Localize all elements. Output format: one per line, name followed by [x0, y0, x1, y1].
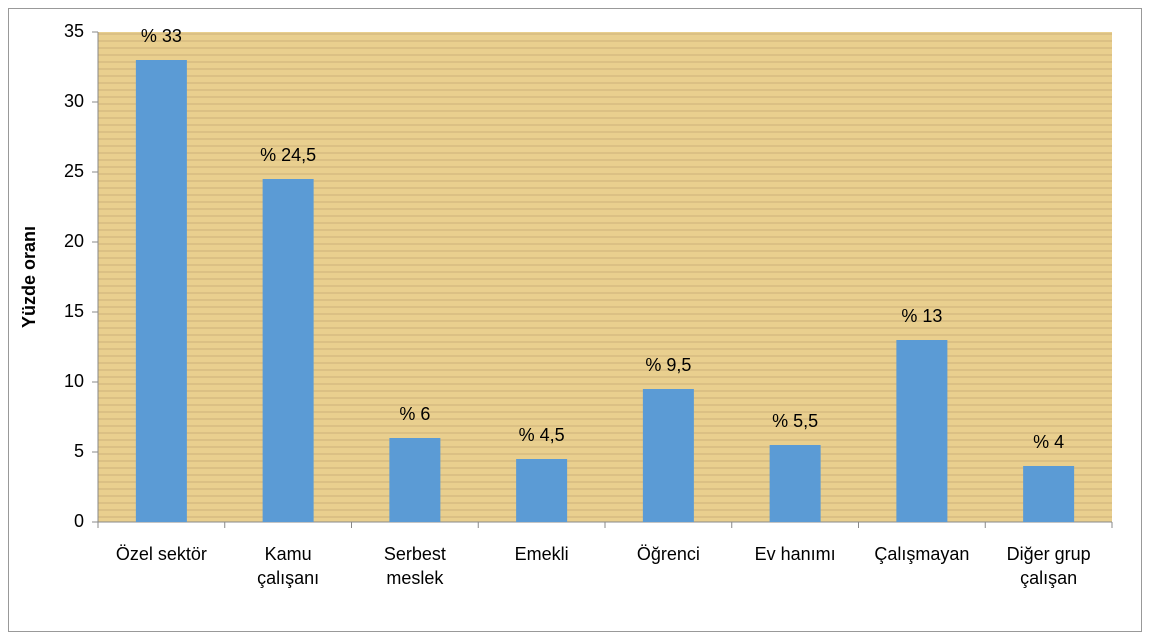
bar	[1023, 466, 1075, 522]
x-tick-label: Ev hanımı	[754, 544, 836, 564]
data-label: % 33	[141, 26, 182, 46]
bar	[389, 438, 441, 522]
x-tick-label: Çalışmayan	[874, 544, 970, 564]
y-tick-label: 25	[64, 161, 84, 181]
bar	[262, 179, 314, 522]
x-tick-label: Serbest meslek	[383, 544, 446, 588]
x-tick-label: Emekli	[514, 544, 569, 564]
y-tick-label: 5	[74, 441, 84, 461]
x-tick-label: Diğer grup çalışan	[1006, 544, 1091, 588]
data-label: % 9,5	[645, 355, 691, 375]
data-label: % 4,5	[519, 425, 565, 445]
plot-background	[98, 32, 1112, 522]
data-label: % 24,5	[260, 145, 316, 165]
y-axis-title: Yüzde oranı	[19, 226, 39, 328]
bar	[516, 459, 568, 522]
bar	[896, 340, 948, 522]
bar	[135, 60, 187, 522]
y-tick-label: 35	[64, 21, 84, 41]
data-label: % 5,5	[772, 411, 818, 431]
y-tick-label: 0	[74, 511, 84, 531]
y-tick-label: 30	[64, 91, 84, 111]
bar	[642, 389, 694, 522]
data-label: % 13	[901, 306, 942, 326]
x-tick-label: Özel sektör	[115, 544, 207, 564]
y-tick-label: 10	[64, 371, 84, 391]
x-tick-label: Kamu çalışanı	[257, 544, 320, 588]
y-tick-label: 20	[64, 231, 84, 251]
data-label: % 6	[399, 404, 430, 424]
y-tick-label: 15	[64, 301, 84, 321]
x-tick-label: Öğrenci	[636, 544, 700, 564]
data-label: % 4	[1033, 432, 1064, 452]
bar	[769, 445, 821, 522]
